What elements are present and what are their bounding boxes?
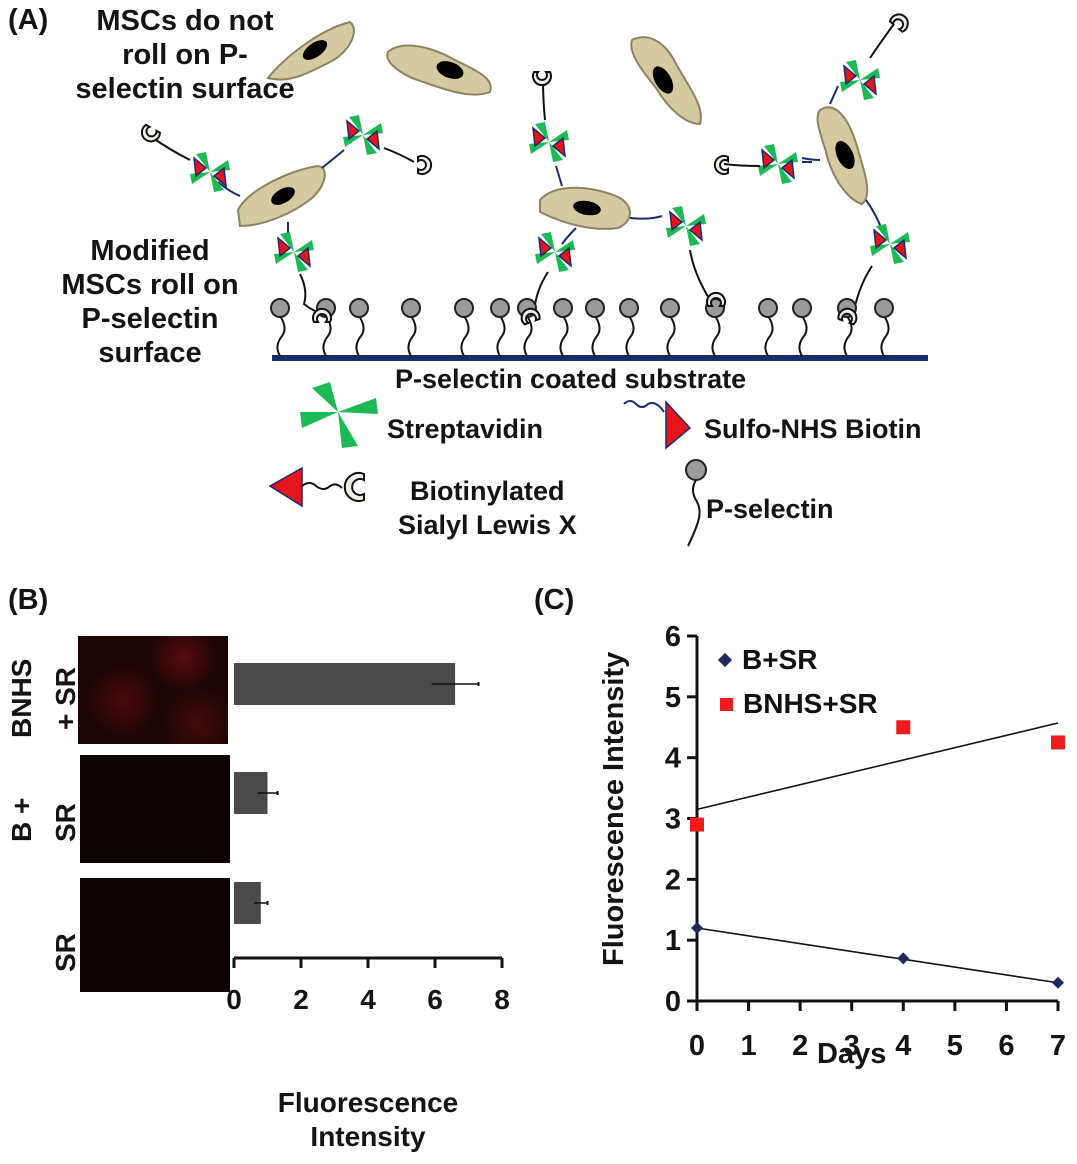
note-line: surface: [98, 337, 202, 369]
y-tick-label: 6: [665, 621, 681, 653]
trendline: [696, 927, 1059, 984]
floating-cell: [630, 36, 702, 126]
x-axis-title: Fluorescence Intensity: [234, 1086, 502, 1154]
x-tick-label: 6: [427, 984, 443, 1015]
modified-cell: [713, 9, 913, 311]
data-point: [896, 720, 911, 735]
data-point: [897, 952, 910, 965]
x-tick-label: 2: [792, 1030, 808, 1062]
p-selectin-icon: [685, 459, 707, 547]
note-line: MSCs do not: [96, 5, 274, 37]
substrate-label: P-selectin coated substrate: [395, 364, 747, 394]
scatter-chart: 0 1 2 3 4 5 6 0 1 2 3 4 5 6 7: [665, 621, 1066, 1062]
y-tick-label: 4: [665, 743, 681, 775]
x-tick-label: 2: [293, 984, 309, 1015]
x-tick-label: 4: [895, 1030, 911, 1062]
micrograph-b-sr: [80, 755, 230, 863]
note-line: P-selectin: [81, 303, 219, 335]
legend-biotinylated-slex-label: Biotinylated Sialyl Lewis X: [398, 474, 577, 542]
floating-cell: [386, 44, 492, 96]
bar: [234, 663, 456, 705]
axis-title-line: Fluorescence: [277, 1087, 459, 1118]
micrograph-bnhs-sr: [78, 636, 228, 744]
y-tick-label: 1: [665, 925, 681, 957]
substrate-line: [272, 355, 928, 361]
modified-cell: [137, 115, 433, 315]
legend-label: BNHS+SR: [743, 688, 878, 719]
legend-item-b-sr: B+SR: [717, 640, 878, 680]
panel-a-letter: (A): [8, 4, 49, 36]
y-tick-label: 0: [665, 986, 681, 1018]
x-tick-label: 4: [360, 984, 376, 1015]
panel-a: (A) MSCs do not roll on P- selectin surf…: [0, 0, 1077, 560]
data-point: [1052, 976, 1064, 989]
floating-cell: [266, 20, 355, 81]
x-tick-label: 3: [844, 1030, 860, 1062]
streptavidin-icon: [300, 382, 378, 448]
note-unmodified-mscs: MSCs do not roll on P- selectin surface: [55, 4, 315, 106]
trendline: [696, 722, 1059, 811]
y-tick-label: 3: [665, 804, 681, 836]
x-tick-label: 8: [494, 984, 510, 1015]
sulfo-nhs-biotin-icon: [623, 400, 692, 450]
note-line: roll on P-: [122, 39, 248, 71]
x-tick-label: 5: [947, 1030, 963, 1062]
panel-b-letter: (B): [8, 584, 49, 616]
legend-p-selectin-label: P-selectin: [706, 494, 834, 524]
schematic-drawing: [137, 9, 928, 547]
legend-item-bnhs-sr: BNHS+SR: [720, 680, 878, 728]
bar-chart: 0 2 4 6 8: [226, 663, 510, 1015]
y-tick-label: 5: [665, 682, 681, 714]
data-point: [1051, 735, 1065, 750]
note-line: Modified: [90, 235, 210, 267]
x-tick-label: 0: [226, 984, 242, 1015]
biotinylated-slex-icon: [268, 466, 365, 508]
x-tick-label: 1: [741, 1030, 757, 1062]
note-line: selectin surface: [75, 73, 295, 105]
square-marker-icon: [720, 697, 733, 711]
x-tick-label: 0: [689, 1030, 705, 1062]
label-line: Sialyl Lewis X: [398, 510, 577, 540]
panel-c-letter: (C): [534, 584, 575, 616]
y-tick-label: 2: [665, 864, 681, 896]
data-point: [691, 922, 703, 934]
micrograph-sr: [80, 878, 230, 992]
legend: B+SR BNHS+SR: [717, 640, 878, 728]
x-tick-label: 7: [1050, 1030, 1066, 1062]
legend-label: B+SR: [742, 644, 818, 675]
note-modified-mscs: Modified MSCs roll on P-selectin surface: [30, 234, 270, 370]
data-point: [690, 817, 704, 832]
modified-cell: [529, 71, 711, 313]
legend-sulfo-nhs-biotin-label: Sulfo-NHS Biotin: [704, 414, 922, 444]
x-tick-label: 6: [998, 1030, 1014, 1062]
axis-title-line: Intensity: [310, 1121, 426, 1152]
legend-streptavidin-label: Streptavidin: [387, 414, 544, 444]
diamond-marker-icon: [717, 652, 733, 668]
x-axis-title: Days: [817, 1038, 887, 1070]
note-line: MSCs roll on: [61, 269, 239, 301]
p-selectin-row: [270, 298, 894, 357]
label-line: Biotinylated: [410, 476, 565, 506]
